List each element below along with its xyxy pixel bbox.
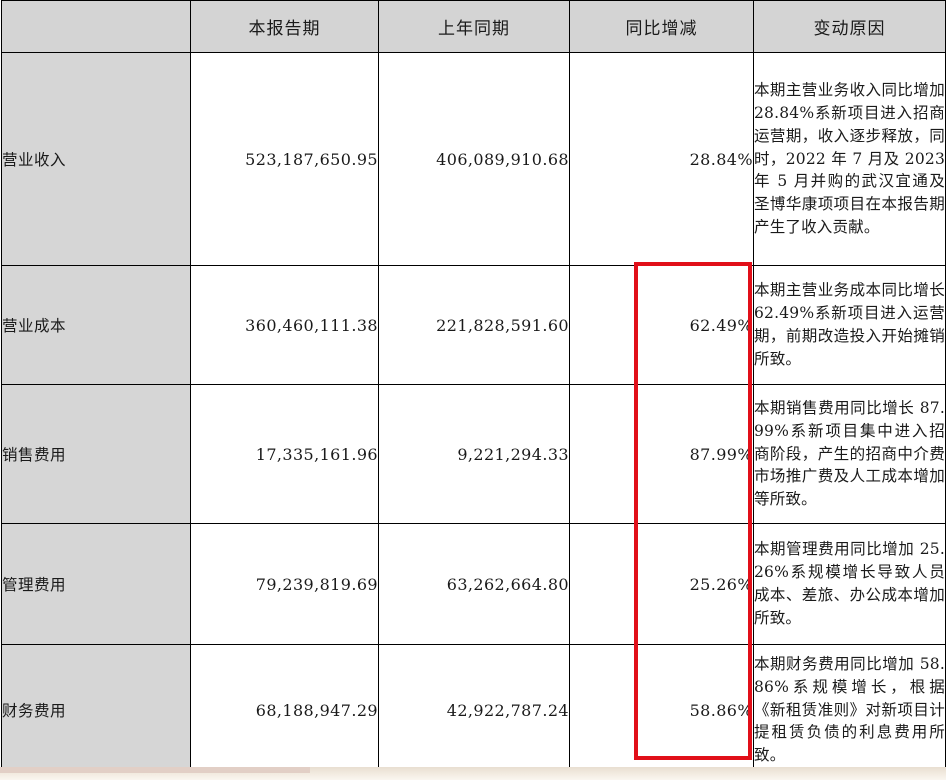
cell-change-reason: 本期主营业务收入同比增加 28.84%系新项目进入招商运营期，收入逐步释放，同时… [753,52,946,266]
cell-current-period: 360,460,111.38 [190,265,379,385]
cell-yoy-change: 25.26% [569,523,754,645]
cell-change-reason: 本期销售费用同比增长 87.99%系新项目集中进入招商阶段，产生的招商中介费市场… [753,384,946,524]
cell-current-period: 523,187,650.95 [190,52,379,266]
cell-prior-period: 42,922,787.24 [378,644,570,776]
cell-change-reason: 本期管理费用同比增加 25.26%系规模增长导致人员成本、差旅、办公成本增加所致… [753,523,946,645]
table-row: 营业收入 523,187,650.95 406,089,910.68 28.84… [1,52,946,266]
cell-yoy-change: 87.99% [569,384,754,524]
cell-current-period: 68,188,947.29 [190,644,379,776]
cell-yoy-change: 28.84% [569,52,754,266]
page-bottom-band-accent [0,767,310,773]
table-row: 管理费用 79,239,819.69 63,262,664.80 25.26% … [1,523,946,645]
cell-change-reason: 本期财务费用同比增加 58.86%系规模增长，根据《新租赁准则》对新项目计提租赁… [753,644,946,776]
column-header-change-reason: 变动原因 [753,0,946,53]
row-label-operating-cost: 营业成本 [1,265,191,385]
column-header-current-period: 本报告期 [190,0,379,53]
table-row: 财务费用 68,188,947.29 42,922,787.24 58.86% … [1,644,946,776]
column-header-yoy-change: 同比增减 [569,0,754,53]
cell-prior-period: 221,828,591.60 [378,265,570,385]
row-label-selling-expense: 销售费用 [1,384,191,524]
table-row: 销售费用 17,335,161.96 9,221,294.33 87.99% 本… [1,384,946,524]
cell-current-period: 17,335,161.96 [190,384,379,524]
row-label-finance-expense: 财务费用 [1,644,191,776]
row-label-admin-expense: 管理费用 [1,523,191,645]
cell-prior-period: 63,262,664.80 [378,523,570,645]
row-label-operating-revenue: 营业收入 [1,52,191,266]
cell-prior-period: 406,089,910.68 [378,52,570,266]
table-header-row: 本报告期 上年同期 同比增减 变动原因 [1,0,946,53]
table-row: 营业成本 360,460,111.38 221,828,591.60 62.49… [1,265,946,385]
cell-yoy-change: 62.49% [569,265,754,385]
cell-change-reason: 本期主营业务成本同比增长 62.49%系新项目进入运营期，前期改造投入开始摊销所… [753,265,946,385]
cell-prior-period: 9,221,294.33 [378,384,570,524]
column-header-item [1,0,191,53]
cell-current-period: 79,239,819.69 [190,523,379,645]
column-header-prior-period: 上年同期 [378,0,570,53]
cell-yoy-change: 58.86% [569,644,754,776]
